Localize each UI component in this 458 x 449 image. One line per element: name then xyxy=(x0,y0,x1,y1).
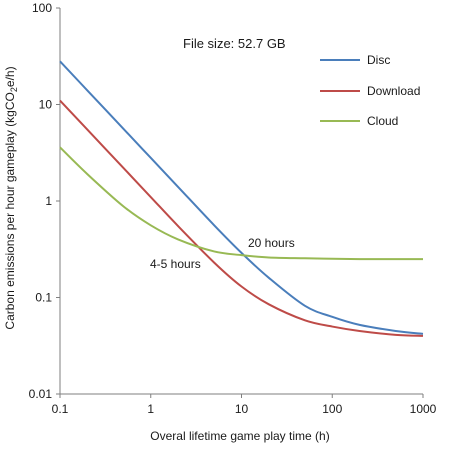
legend-label-download: Download xyxy=(367,84,420,98)
y-tick-label: 1 xyxy=(45,194,52,208)
x-tick-label: 10 xyxy=(235,402,249,416)
x-tick-label: 1000 xyxy=(410,402,437,416)
y-axis-title: Carbon emissions per hour gameplay (kgCO… xyxy=(3,66,19,329)
y-axis-title-subscript: 2 xyxy=(9,87,19,92)
x-tick-label: 0.1 xyxy=(52,402,69,416)
series-group xyxy=(59,60,424,337)
y-tick-label: 10 xyxy=(39,98,53,112)
y-tick-label: 0.1 xyxy=(35,291,52,305)
x-axis-title: Overal lifetime game play time (h) xyxy=(150,429,329,443)
legend: Disc Download Cloud xyxy=(320,53,420,128)
series-line-disc xyxy=(59,60,424,335)
annotation-20-hours: 20 hours xyxy=(248,236,295,250)
legend-label-disc: Disc xyxy=(367,53,390,67)
y-axis-title-suffix: e/h) xyxy=(3,66,17,87)
x-ticks: 0.1 1 10 100 1000 xyxy=(52,394,437,416)
x-tick-label: 100 xyxy=(322,402,342,416)
y-tick-label: 100 xyxy=(32,1,52,15)
annotation-4-5-hours: 4-5 hours xyxy=(150,257,201,271)
series-line-download xyxy=(59,99,424,337)
series-line-cloud xyxy=(59,146,423,261)
x-tick-label: 1 xyxy=(147,402,154,416)
y-tick-label: 0.01 xyxy=(29,387,53,401)
y-axis-title-prefix: Carbon emissions per hour gameplay (kgCO xyxy=(3,92,17,329)
file-size-annotation: File size: 52.7 GB xyxy=(183,36,286,51)
y-ticks: 0.01 0.1 1 10 100 xyxy=(29,1,60,401)
legend-label-cloud: Cloud xyxy=(367,114,398,128)
